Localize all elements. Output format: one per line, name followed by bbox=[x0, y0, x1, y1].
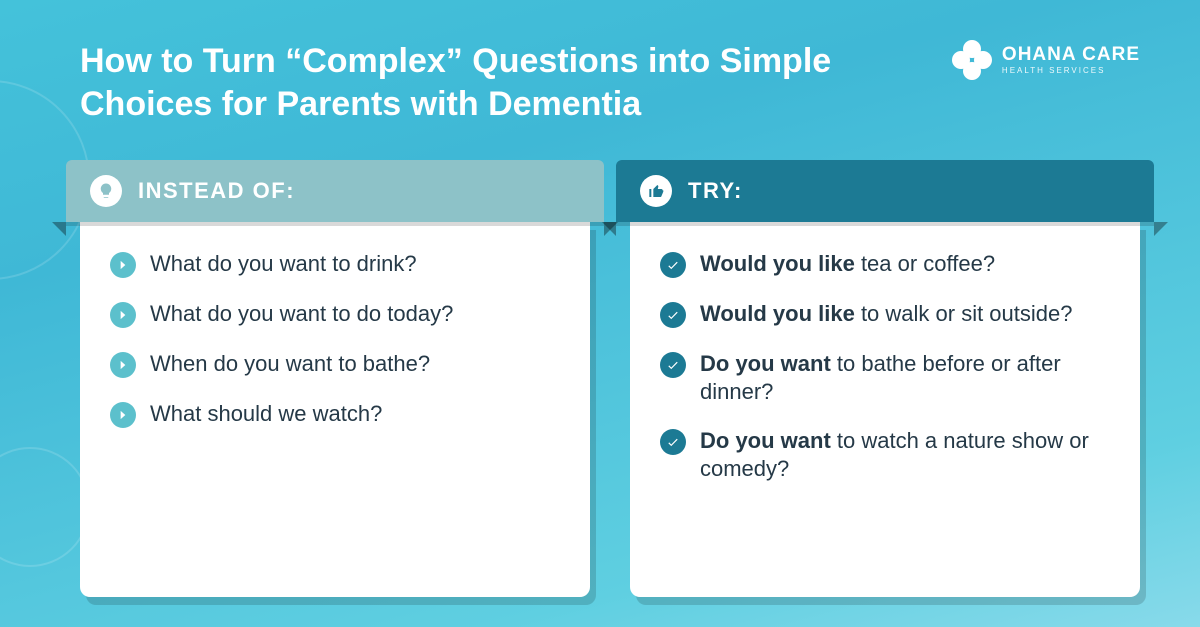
item-text: Do you want to watch a nature show or co… bbox=[700, 427, 1090, 482]
try-card: TRY: Would you like tea or coffee? Would… bbox=[630, 160, 1140, 597]
instead-header: INSTEAD OF: bbox=[66, 160, 604, 222]
item-text: What should we watch? bbox=[150, 400, 382, 428]
chevron-right-icon bbox=[110, 302, 136, 328]
list-item: Would you like to walk or sit outside? bbox=[660, 300, 1110, 328]
item-text: What do you want to drink? bbox=[150, 250, 417, 278]
flower-icon bbox=[952, 40, 992, 80]
check-icon bbox=[660, 252, 686, 278]
item-text: Would you like to walk or sit outside? bbox=[700, 300, 1073, 328]
brand-name: OHANA CARE bbox=[1002, 45, 1140, 64]
check-icon bbox=[660, 302, 686, 328]
list-item: What should we watch? bbox=[110, 400, 560, 428]
item-text: When do you want to bathe? bbox=[150, 350, 430, 378]
item-text: Do you want to bathe before or after din… bbox=[700, 350, 1090, 405]
item-text: Would you like tea or coffee? bbox=[700, 250, 995, 278]
lightbulb-icon bbox=[90, 175, 122, 207]
brand-tagline: HEALTH SERVICES bbox=[1002, 67, 1140, 75]
instead-body: What do you want to drink? What do you w… bbox=[80, 222, 590, 597]
list-item: When do you want to bathe? bbox=[110, 350, 560, 378]
try-body: Would you like tea or coffee? Would you … bbox=[630, 222, 1140, 597]
try-label: TRY: bbox=[688, 178, 743, 204]
check-icon bbox=[660, 429, 686, 455]
list-item: What do you want to do today? bbox=[110, 300, 560, 328]
list-item: Would you like tea or coffee? bbox=[660, 250, 1110, 278]
instead-card: INSTEAD OF: What do you want to drink? W… bbox=[80, 160, 590, 597]
try-header: TRY: bbox=[616, 160, 1154, 222]
instead-label: INSTEAD OF: bbox=[138, 178, 295, 204]
list-item: Do you want to watch a nature show or co… bbox=[660, 427, 1110, 482]
check-icon bbox=[660, 352, 686, 378]
list-item: What do you want to drink? bbox=[110, 250, 560, 278]
chevron-right-icon bbox=[110, 402, 136, 428]
page-title: How to Turn “Complex” Questions into Sim… bbox=[80, 40, 840, 125]
chevron-right-icon bbox=[110, 252, 136, 278]
list-item: Do you want to bathe before or after din… bbox=[660, 350, 1110, 405]
item-text: What do you want to do today? bbox=[150, 300, 453, 328]
chevron-right-icon bbox=[110, 352, 136, 378]
brand-logo: OHANA CARE HEALTH SERVICES bbox=[952, 40, 1140, 80]
thumbs-up-icon bbox=[640, 175, 672, 207]
